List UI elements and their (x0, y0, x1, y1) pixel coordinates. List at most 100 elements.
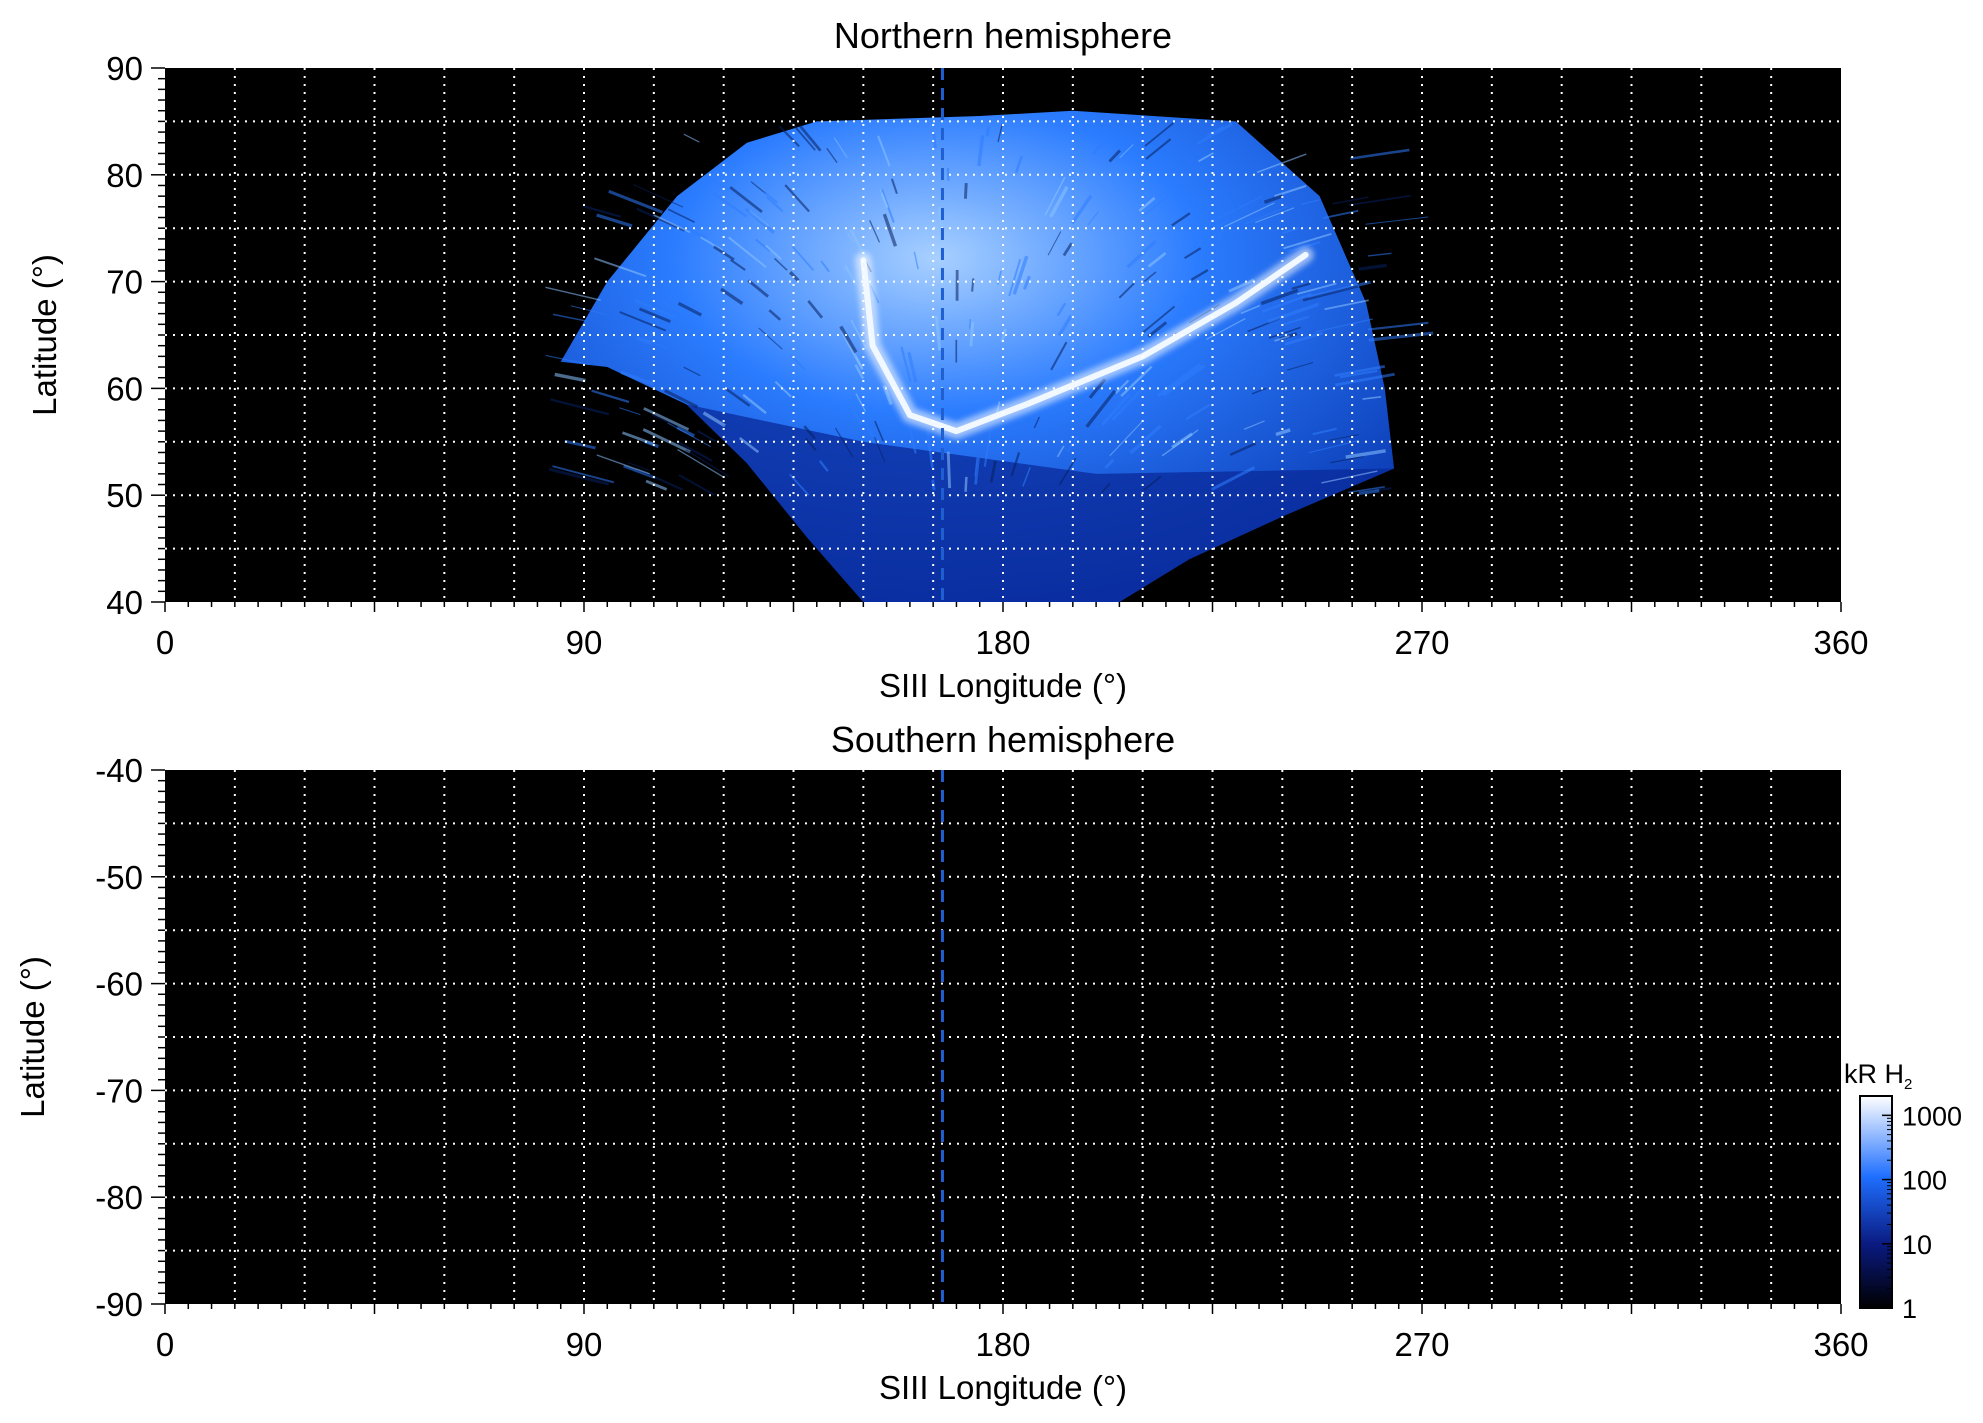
colorbar-label-main: kR H (1844, 1059, 1904, 1089)
aurora-streak (683, 366, 701, 377)
aurora-streak (1255, 207, 1295, 223)
aurora-streak (643, 407, 690, 431)
aurora-streak (1190, 269, 1209, 281)
aurora-streak (1050, 341, 1068, 371)
northern-panel: Northern hemisphere 90 80 70 60 50 40 0 90 180 27… (26, 15, 1869, 704)
aurora-streak (582, 205, 622, 218)
aurora-streak (1056, 445, 1065, 458)
aurora-streak (852, 397, 874, 438)
aurora-streak (1206, 125, 1225, 137)
aurora-streak (977, 135, 985, 167)
aurora-streak (620, 370, 655, 386)
northern-grid (165, 68, 1841, 602)
aurora-streak (846, 232, 854, 243)
aurora-streak (545, 354, 590, 366)
aurora-streak (1196, 122, 1233, 145)
aurora-streak (1047, 231, 1062, 256)
aurora-streak (1057, 314, 1073, 337)
aurora-streak (1198, 152, 1214, 163)
aurora-streak (1328, 434, 1359, 441)
aurora-streak (849, 229, 867, 257)
aurora-streak (545, 286, 601, 301)
colorbar-label: kR H2 (1844, 1059, 1912, 1093)
aurora-streak (1218, 195, 1264, 219)
aurora-streak (840, 330, 864, 370)
aurora-streak (642, 428, 691, 454)
colorbar: kR H2 1000 100 10 1 (1844, 1059, 1962, 1324)
aurora-streak (1330, 455, 1364, 464)
x-tick-label: 0 (156, 1326, 174, 1363)
x-tick-label: 270 (1394, 1326, 1449, 1363)
aurora-streak (1109, 420, 1143, 457)
aurora-streak (758, 327, 783, 350)
aurora-streak (1267, 302, 1320, 324)
aurora-streak (1108, 149, 1121, 163)
northern-xlabel: SIII Longitude (°) (879, 667, 1127, 704)
y-tick-label: 50 (106, 477, 143, 514)
aurora-streak (1111, 384, 1148, 421)
aurora-streak (729, 186, 763, 214)
aurora-streak (720, 287, 744, 305)
aurora-streak (678, 474, 715, 496)
aurora-streak (1229, 442, 1257, 457)
aurora-streak (985, 126, 991, 137)
aurora-streak (826, 147, 838, 164)
aurora-streak (1243, 420, 1265, 430)
aurora-streak (677, 448, 724, 478)
aurora-streak (969, 321, 975, 347)
aurora-streak (934, 315, 942, 351)
y-tick-label: -40 (95, 752, 143, 789)
aurora-streak (1185, 403, 1211, 421)
aurora-streak (677, 301, 703, 317)
aurora-streak (874, 437, 886, 463)
aurora-streak (1211, 466, 1256, 491)
aurora-streak (1334, 365, 1386, 377)
aurora-streak (1101, 393, 1131, 426)
aurora-streak (683, 133, 700, 143)
aurora-streak (564, 439, 596, 450)
aurora-streak (1118, 282, 1135, 299)
aurora-streak (1147, 321, 1168, 338)
aurora-streak (820, 260, 830, 273)
aurora-streak (1307, 280, 1371, 299)
colorbar-label-sub: 2 (1904, 1076, 1912, 1093)
aurora-main-oval (860, 251, 1309, 435)
aurora-streak (932, 132, 937, 149)
aurora-streak (1345, 449, 1386, 459)
aurora-streak (946, 451, 952, 489)
aurora-streak (1332, 196, 1369, 205)
aurora-streak (636, 207, 686, 232)
aurora-streak (730, 259, 746, 271)
x-tick-label: 360 (1813, 1326, 1868, 1363)
aurora-streak (907, 352, 918, 383)
aurora-streak (663, 301, 703, 323)
aurora-streak (667, 208, 695, 223)
y-tick-label: -90 (95, 1286, 143, 1323)
aurora-streak (849, 404, 863, 425)
y-tick-label: -50 (95, 859, 143, 896)
colorbar-tick-label: 1 (1902, 1294, 1917, 1324)
y-tick-label: 80 (106, 157, 143, 194)
aurora-streak (1324, 299, 1369, 311)
southern-ylabel: Latitude (°) (14, 956, 51, 1118)
southern-xlabel: SIII Longitude (°) (879, 1369, 1127, 1406)
aurora-streak (839, 325, 858, 354)
aurora-streak (1261, 292, 1312, 313)
aurora-streak (1184, 247, 1202, 260)
aurora-streak (963, 183, 968, 199)
aurora-streak (1114, 379, 1130, 394)
aurora-streak (1283, 315, 1310, 326)
aurora-streak (803, 425, 817, 440)
aurora-streak (1367, 252, 1392, 257)
aurora-streak (1085, 389, 1117, 428)
aurora-streak (1358, 263, 1387, 271)
aurora-streak (664, 389, 699, 409)
aurora-streak (989, 460, 997, 483)
northern-title: Northern hemisphere (834, 15, 1172, 56)
aurora-streak (713, 192, 748, 218)
aurora-streak (1104, 458, 1115, 470)
aurora-streak (968, 318, 971, 329)
aurora-streak (1286, 361, 1314, 371)
aurora-streak (1291, 282, 1311, 290)
